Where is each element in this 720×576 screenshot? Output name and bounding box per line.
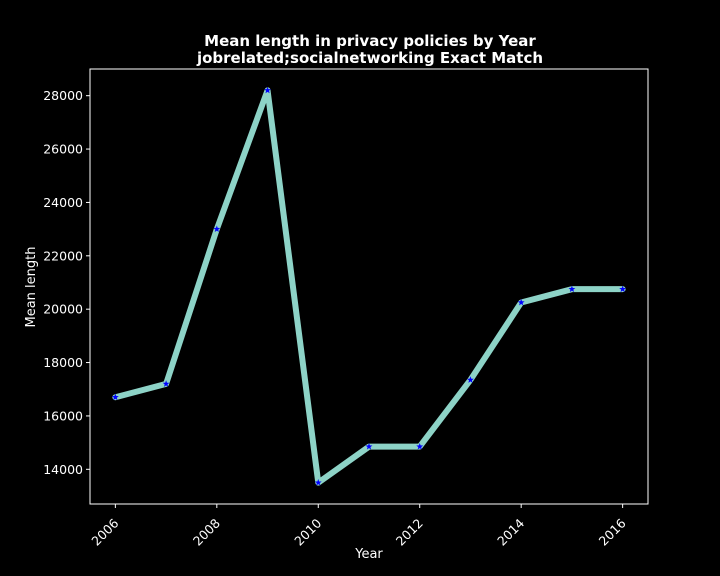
y-tick-label: 26000 [43, 142, 83, 157]
data-point-marker [517, 298, 525, 306]
y-axis: 14000 16000 18000 20000 22000 24000 26000 28000 [43, 88, 90, 477]
x-axis-label: Year [354, 547, 383, 562]
x-tick-label: 2014 [494, 515, 527, 548]
y-tick-label: 18000 [43, 355, 83, 370]
x-tick-label: 2008 [190, 515, 223, 548]
y-tick-label: 20000 [43, 302, 83, 317]
y-tick-label: 24000 [43, 195, 83, 210]
data-point-marker [568, 285, 576, 293]
chart-title-line2: jobrelated;socialnetworking Exact Match [196, 49, 543, 67]
data-point-marker [111, 393, 119, 401]
plot-area-frame [89, 68, 649, 505]
data-point-marker [467, 376, 474, 383]
y-tick-label: 14000 [43, 462, 83, 477]
data-point-marker [416, 443, 424, 450]
y-tick-label: 22000 [43, 248, 83, 263]
data-point-marker [162, 380, 170, 387]
x-tick-label: 2016 [596, 515, 629, 548]
data-point-marker [365, 443, 373, 450]
y-tick-label: 16000 [43, 408, 83, 423]
chart-title-line1: Mean length in privacy policies by Year [204, 32, 536, 50]
series-group [111, 86, 627, 486]
y-axis-label: Mean length [24, 247, 39, 328]
data-point-marker [213, 225, 221, 233]
data-point-marker [314, 479, 322, 486]
data-point-marker [264, 86, 271, 94]
x-tick-label: 2006 [88, 515, 121, 548]
series-line [112, 87, 626, 486]
x-axis: 2006 2008 2010 2012 2014 2016 [88, 504, 629, 549]
data-point-marker [619, 285, 627, 293]
y-tick-label: 28000 [43, 88, 83, 103]
x-tick-label: 2012 [393, 516, 426, 549]
x-tick-label: 2010 [291, 515, 324, 548]
